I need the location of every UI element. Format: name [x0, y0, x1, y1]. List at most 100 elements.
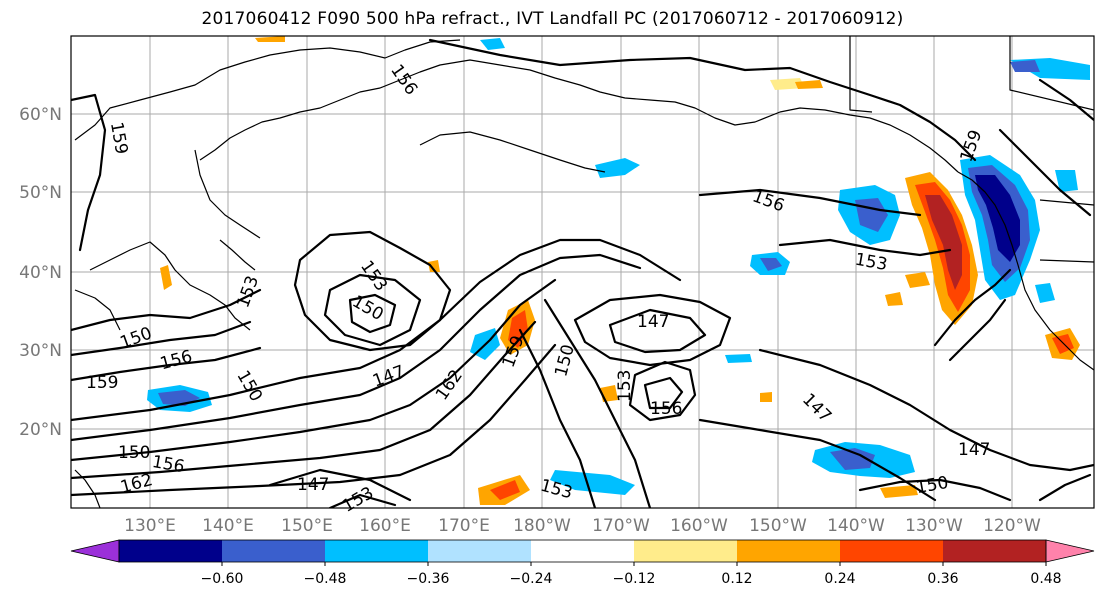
colorbar-extend-high	[1045, 539, 1095, 563]
contour-ring-2	[323, 273, 422, 347]
pos-patch-misc3	[255, 36, 285, 42]
contour-ring-5	[608, 308, 707, 354]
plot-title: 2017060412 F090 500 hPa refract., IVT La…	[201, 9, 904, 29]
pos-patch-misc4	[885, 292, 903, 306]
clabel: 153	[615, 370, 635, 402]
contour-east-4	[1038, 78, 1094, 122]
contour-west-1	[71, 288, 262, 332]
contour-ring-6	[628, 360, 697, 422]
contour-147-sw	[268, 468, 412, 502]
pos-patch-misc8	[905, 272, 930, 288]
contour-west-3	[71, 346, 262, 382]
neg-patch-small-3	[1035, 283, 1055, 303]
pos-patch-s-strong	[490, 480, 520, 500]
contour-se-2	[1038, 473, 1092, 502]
coastlines	[74, 36, 1094, 508]
colorbar-extend-low	[70, 539, 120, 563]
contour-153-gulf	[778, 238, 952, 257]
lat-label: 50°N	[19, 183, 62, 203]
contour-mid-1	[518, 328, 597, 508]
contour-jet-5	[71, 343, 557, 497]
lon-label: 120°W	[983, 516, 1041, 536]
contour-mid-2	[543, 298, 652, 508]
clabel: 147	[297, 475, 329, 495]
pos-patch-japan	[160, 265, 172, 290]
lon-axis: 130°E 140°E 150°E 160°E 170°E 180°W 170°…	[124, 516, 1041, 536]
colorbar-bin	[531, 540, 635, 562]
contour-se-1	[858, 478, 1012, 502]
lon-label: 180°W	[513, 516, 571, 536]
lon-label: 140°W	[827, 516, 885, 536]
lon-label: 170°W	[592, 516, 650, 536]
contour-jet-2	[71, 253, 642, 442]
colorbar-bin	[943, 540, 1047, 562]
clabel: 156	[650, 399, 682, 419]
contour-156-north	[428, 38, 977, 162]
contour-east-2	[948, 298, 1007, 362]
pos-patch-misc	[770, 78, 805, 90]
gridlines	[71, 36, 1094, 508]
colorbar-tick-label: 0.12	[721, 571, 752, 587]
neg-patch-small-7	[725, 354, 752, 363]
neg-patch-small-2	[595, 158, 640, 178]
colorbar-tick-label: 0.36	[927, 571, 958, 587]
colorbar-bin	[737, 540, 841, 562]
neg-patch-small-6	[550, 470, 635, 495]
colorbar-bin	[634, 540, 738, 562]
contour-jet-1	[71, 238, 682, 422]
colorbar-tick-label: 0.24	[824, 571, 855, 587]
contour-153-sw	[328, 493, 397, 508]
contour-jet-3	[71, 278, 557, 462]
neg-patch-wcoast-strong	[975, 175, 1020, 262]
pos-patch-cp-strong	[508, 310, 528, 348]
clabel: 150	[118, 443, 150, 463]
pos-patch-wcoast-dark	[925, 195, 962, 290]
colorbar-bin	[840, 540, 944, 562]
lon-label: 130°E	[124, 516, 176, 536]
clabel: 159	[86, 373, 118, 393]
colorbar-border	[118, 539, 1047, 563]
lon-label: 170°E	[438, 516, 490, 536]
neg-patch-small-4	[1055, 170, 1078, 192]
colorbar-tick-label: −0.48	[304, 571, 347, 587]
lat-label: 20°N	[19, 420, 62, 440]
colorbar-bin	[428, 540, 532, 562]
lat-label: 40°N	[19, 263, 62, 283]
pos-patch-se	[880, 485, 918, 498]
neg-patch-cp-mid	[760, 258, 782, 271]
lon-label: 130°W	[905, 516, 963, 536]
colorbar: −0.60 −0.48 −0.36 −0.24 −0.12 0.12 0.24 0.36 0.4…	[70, 539, 1095, 587]
contour-jet-4	[71, 320, 537, 480]
neg-patch-small-1	[480, 38, 505, 50]
lon-label: 160°E	[359, 516, 411, 536]
neg-patch-small-9	[1010, 60, 1040, 72]
pos-patch-misc2	[795, 80, 823, 89]
contour-159-north	[71, 93, 107, 252]
lon-label: 150°E	[281, 516, 333, 536]
pos-patch-misc6	[760, 392, 772, 402]
colorbar-tick-label: −0.12	[613, 571, 656, 587]
clabel: 147	[637, 312, 669, 332]
contour-ring-4	[573, 293, 732, 367]
contour-156-gulf	[698, 188, 922, 217]
contours	[71, 38, 1094, 508]
map-frame	[70, 35, 1095, 509]
contour-south-2	[758, 348, 1094, 472]
neg-patch-se-mid	[830, 448, 875, 470]
pos-patch-misc7	[428, 260, 440, 272]
colorbar-tick-label: 0.48	[1030, 571, 1061, 587]
lat-label: 60°N	[19, 105, 62, 125]
colorbar-bin	[222, 540, 326, 562]
lat-axis: 60°N 50°N 40°N 30°N 20°N	[19, 105, 62, 440]
colorbar-bin	[119, 540, 223, 562]
lon-label: 150°W	[749, 516, 807, 536]
colorbar-tick-label: −0.24	[510, 571, 553, 587]
colorbar-tick-label: −0.36	[407, 571, 450, 587]
contour-east-3	[998, 128, 1092, 217]
lon-label: 140°E	[202, 516, 254, 536]
lat-label: 30°N	[19, 341, 62, 361]
shading-layer	[147, 36, 1090, 505]
clabel: 147	[958, 440, 990, 460]
colorbar-tick-label: −0.60	[201, 571, 244, 587]
